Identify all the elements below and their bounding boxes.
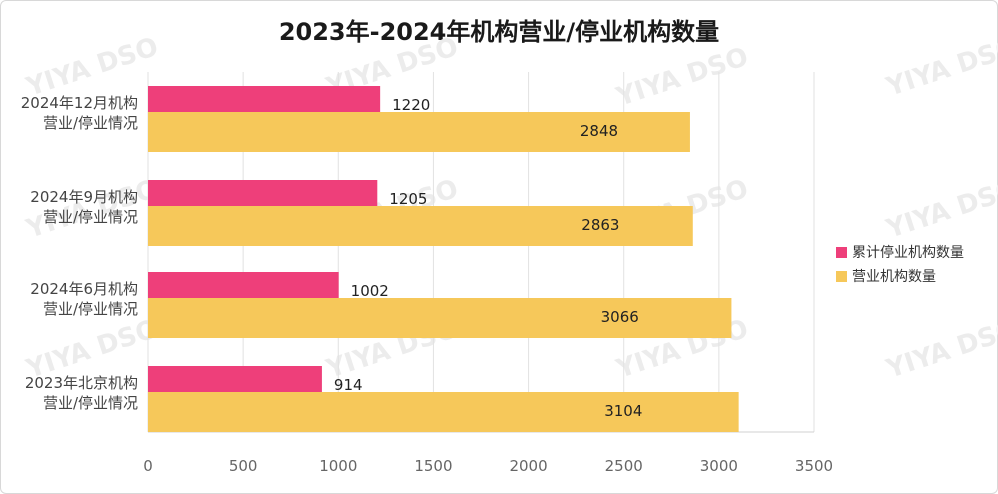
data-label-stopped: 914 bbox=[334, 376, 363, 394]
category-label: 营业/停业情况 bbox=[43, 208, 138, 226]
x-tick-label: 500 bbox=[229, 457, 258, 475]
category-label: 营业/停业情况 bbox=[43, 394, 138, 412]
x-tick-label: 2500 bbox=[605, 457, 643, 475]
legend-swatch-operating bbox=[836, 270, 847, 282]
data-label-operating: 3066 bbox=[601, 308, 639, 326]
x-tick-label: 3000 bbox=[700, 457, 738, 475]
category-label: 营业/停业情况 bbox=[43, 114, 138, 132]
bar-operating bbox=[148, 392, 739, 432]
legend: 累计停业机构数量 营业机构数量 bbox=[836, 240, 964, 288]
x-tick-label: 3500 bbox=[795, 457, 833, 475]
x-tick-label: 1000 bbox=[319, 457, 357, 475]
watermark-text: YIYA DSO bbox=[22, 32, 162, 103]
legend-item-operating: 营业机构数量 bbox=[836, 264, 964, 288]
data-label-operating: 3104 bbox=[604, 402, 642, 420]
data-label-stopped: 1205 bbox=[389, 190, 427, 208]
category-labels: 2024年12月机构营业/停业情况2024年9月机构营业/停业情况2024年6月… bbox=[21, 94, 138, 412]
watermark-text: YIYA DSO bbox=[882, 32, 998, 103]
data-labels: 1220 2848 1205 2863 1002 3066 914 3104 bbox=[334, 96, 642, 420]
x-tick-label: 0 bbox=[143, 457, 153, 475]
watermark-text: YIYA DSO bbox=[882, 314, 998, 385]
data-label-stopped: 1002 bbox=[351, 282, 389, 300]
data-label-operating: 2848 bbox=[580, 122, 618, 140]
category-label: 2024年12月机构 bbox=[21, 94, 138, 112]
legend-item-stopped: 累计停业机构数量 bbox=[836, 240, 964, 264]
x-axis: 0 500 1000 1500 2000 2500 3000 3500 bbox=[143, 431, 833, 475]
bar-operating bbox=[148, 298, 732, 338]
legend-swatch-stopped bbox=[836, 246, 847, 258]
category-label: 营业/停业情况 bbox=[43, 300, 138, 318]
bars bbox=[148, 86, 739, 432]
data-label-stopped: 1220 bbox=[392, 96, 430, 114]
watermark-text: YIYA DSO bbox=[612, 42, 752, 113]
chart-title: 2023年-2024年机构营业/停业机构数量 bbox=[278, 18, 720, 46]
category-label: 2024年6月机构 bbox=[30, 280, 138, 298]
bar-operating bbox=[148, 112, 690, 152]
data-label-operating: 2863 bbox=[581, 216, 619, 234]
bar-operating bbox=[148, 206, 693, 246]
legend-label-stopped: 累计停业机构数量 bbox=[852, 245, 964, 261]
category-label: 2024年9月机构 bbox=[30, 188, 138, 206]
watermark-text: YIYA DSO bbox=[882, 174, 998, 245]
legend-label-operating: 营业机构数量 bbox=[852, 269, 936, 285]
x-tick-label: 2000 bbox=[509, 457, 547, 475]
category-label: 2023年北京机构 bbox=[25, 374, 138, 392]
x-tick-label: 1500 bbox=[414, 457, 452, 475]
